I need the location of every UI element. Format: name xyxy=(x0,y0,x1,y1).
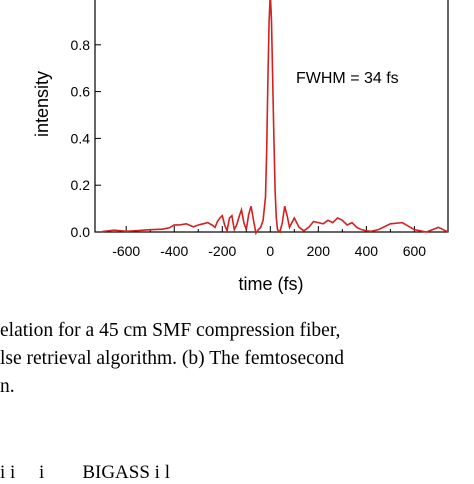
x-axis-label: time (fs) xyxy=(239,274,304,294)
y-tick-label: 0.8 xyxy=(71,37,91,53)
x-tick-label: -400 xyxy=(160,243,188,259)
y-tick-label: 0.0 xyxy=(71,224,91,240)
y-axis-ticks: 0.0 0.2 0.4 0.6 0.8 xyxy=(71,37,101,240)
caption-line-2: lse retrieval algorithm. (b) The femtose… xyxy=(0,348,345,369)
caption-line-3: n. xyxy=(0,376,15,397)
x-tick-label: -600 xyxy=(112,243,140,259)
x-tick-label: 600 xyxy=(403,243,427,259)
caption-line-1: elation for a 45 cm SMF compression fibe… xyxy=(0,320,341,341)
intensity-chart: 0.0 0.2 0.4 0.6 0.8 -600 -400 -200 0 200 400 600 F… xyxy=(32,0,449,294)
fwhm-annotation: FWHM = 34 fs xyxy=(296,70,399,87)
y-axis-label: intensity xyxy=(32,71,52,137)
x-tick-label: 0 xyxy=(266,243,274,259)
x-tick-label: 400 xyxy=(355,243,379,259)
next-paragraph-fragment: i i i BIGASS i l xyxy=(0,462,170,483)
x-tick-label: -200 xyxy=(208,243,236,259)
x-axis-ticks: -600 -400 -200 0 200 400 600 xyxy=(112,226,426,259)
y-tick-label: 0.6 xyxy=(71,84,91,100)
x-tick-label: 200 xyxy=(307,243,331,259)
intensity-curve xyxy=(102,0,449,236)
y-tick-label: 0.4 xyxy=(71,130,91,146)
y-tick-label: 0.2 xyxy=(71,177,91,193)
plot-frame xyxy=(94,0,449,233)
